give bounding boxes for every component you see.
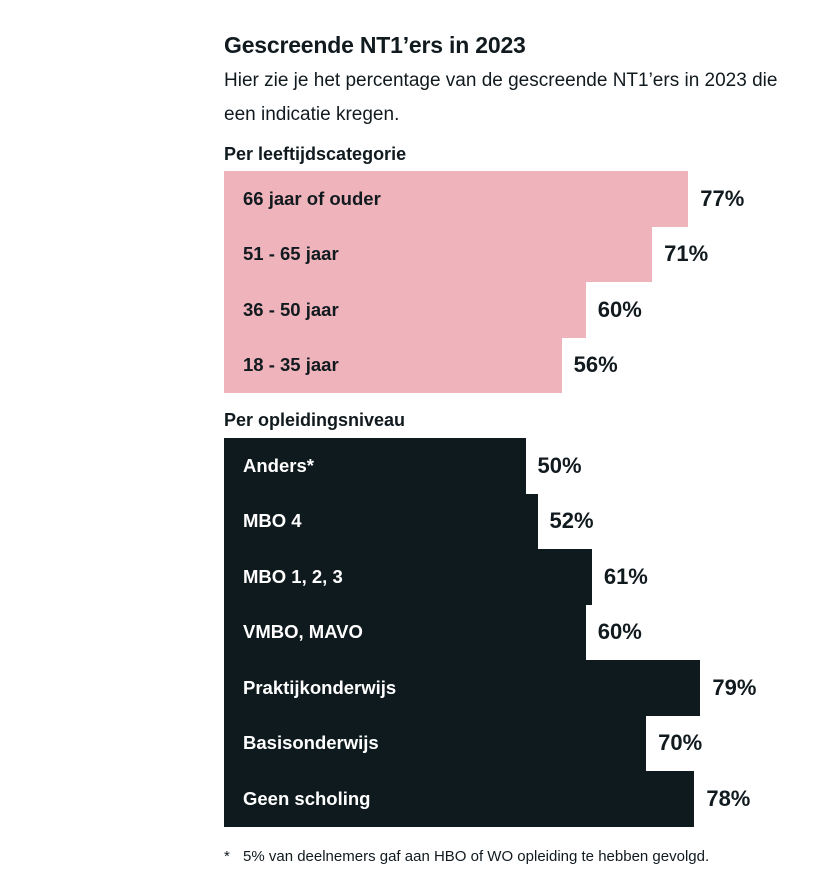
age-bar-value: 60%	[597, 296, 642, 322]
section-label-education: Per opleidingsniveau	[224, 410, 406, 430]
chart-subtitle: Hier zie je het percentage van de gescre…	[224, 70, 778, 125]
education-bar-value: 60%	[597, 619, 642, 645]
education-bar-value: 70%	[658, 730, 703, 756]
age-bar-label: 18 - 35 jaar	[243, 354, 339, 376]
education-bar-value: 52%	[549, 508, 594, 534]
footnote-text: 5% van deelnemers gaf aan HBO of WO ople…	[243, 848, 710, 865]
education-bar-label: Anders*	[243, 454, 314, 476]
age-bar-value: 77%	[700, 185, 745, 211]
age-bar: 36 - 50 jaar	[224, 282, 586, 338]
education-bar: Geen scholing	[224, 771, 695, 827]
education-bar-label: Praktijkonderwijs	[243, 676, 397, 698]
footnote: * 5% van deelnemers gaf aan HBO of WO opl…	[224, 848, 709, 865]
education-bar-label: Geen scholing	[243, 787, 371, 809]
age-bar: 51 - 65 jaar	[224, 226, 653, 282]
age-bar-value: 56%	[573, 352, 618, 378]
footnote-marker: *	[224, 848, 230, 865]
section-label-age: Per leeftijdscategorie	[224, 144, 407, 164]
age-bar: 18 - 35 jaar	[224, 337, 562, 393]
age-bar-value: 71%	[664, 241, 709, 267]
education-bar-label: Basisonderwijs	[243, 732, 379, 754]
education-bar: VMBO, MAVO	[224, 604, 586, 660]
education-bar-value: 50%	[537, 452, 582, 478]
age-bar-label: 66 jaar of ouder	[243, 187, 381, 209]
education-bar: MBO 1, 2, 3	[224, 549, 592, 605]
education-bar: Anders*	[224, 438, 526, 494]
education-bar: Basisonderwijs	[224, 715, 647, 771]
age-bar-label: 36 - 50 jaar	[243, 298, 339, 320]
education-bar-value: 78%	[706, 785, 751, 811]
education-bar: MBO 4	[224, 493, 538, 549]
education-bar-label: MBO 4	[243, 510, 302, 532]
education-bar-value: 79%	[712, 674, 757, 700]
age-bar: 66 jaar of ouder	[224, 171, 689, 227]
education-bar-value: 61%	[603, 563, 648, 589]
age-bar-label: 51 - 65 jaar	[243, 243, 339, 265]
education-bar: Praktijkonderwijs	[224, 660, 701, 716]
chart-title: Gescreende NT1’ers in 2023	[224, 32, 526, 58]
education-bar-label: VMBO, MAVO	[243, 621, 363, 643]
education-bar-label: MBO 1, 2, 3	[243, 565, 343, 587]
